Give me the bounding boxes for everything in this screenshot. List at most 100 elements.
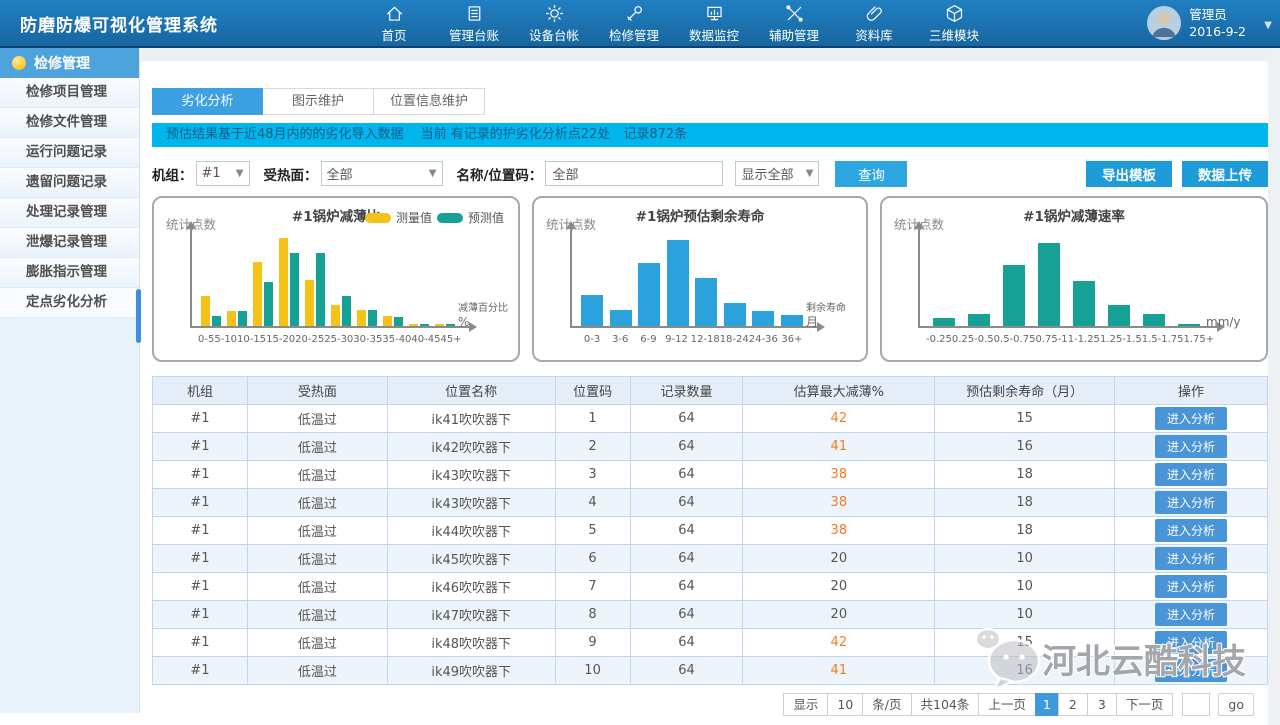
cell: 低温过	[247, 433, 387, 461]
y-axis	[570, 224, 572, 328]
nav-items: 首页 管理台账设备台帐检修管理数据监控辅助管理资料库三维模块	[354, 3, 994, 44]
sidebar-item-4[interactable]: 遗留问题记录	[0, 168, 139, 198]
name-code-input[interactable]	[545, 161, 723, 186]
enter-analysis-button[interactable]: 进入分析	[1155, 659, 1227, 682]
tab-1[interactable]: 劣化分析	[152, 88, 263, 115]
goto-page-input[interactable]	[1182, 693, 1210, 716]
enter-analysis-button[interactable]: 进入分析	[1155, 519, 1227, 542]
cell: ik43吹吹器下	[387, 461, 555, 489]
enter-analysis-button[interactable]: 进入分析	[1155, 407, 1227, 430]
nav-item-label: 首页	[381, 25, 406, 44]
app-title: 防磨防爆可视化管理系统	[0, 11, 238, 36]
cell-life: 16	[935, 657, 1115, 685]
cell: 低温过	[247, 545, 387, 573]
cell-life: 18	[935, 517, 1115, 545]
surface-label: 受热面：	[264, 164, 318, 184]
cell: 2	[555, 433, 630, 461]
tab-3[interactable]: 位置信息维护	[374, 88, 485, 115]
page-button-2[interactable]: 2	[1058, 693, 1088, 716]
bar	[1178, 324, 1200, 326]
nav-item-ledger[interactable]: 管理台账	[434, 3, 514, 44]
page-button-3[interactable]: 3	[1087, 693, 1117, 716]
enter-analysis-button[interactable]: 进入分析	[1155, 491, 1227, 514]
cell: 6	[555, 545, 630, 573]
tab-2[interactable]: 图示维护	[263, 88, 374, 115]
surface-select[interactable]: 全部 ▼	[321, 161, 443, 186]
bar	[368, 310, 377, 326]
nav-item-assist[interactable]: 辅助管理	[754, 3, 834, 44]
unit-select[interactable]: #1 ▼	[196, 161, 250, 186]
col-header-5: 记录数量	[630, 377, 743, 405]
enter-analysis-button[interactable]: 进入分析	[1155, 435, 1227, 458]
nav-item-library[interactable]: 资料库	[834, 3, 914, 44]
table-row: #1低温过ik49吹吹器下10644116进入分析	[153, 657, 1268, 685]
equipment-icon	[544, 3, 565, 24]
enter-analysis-button[interactable]: 进入分析	[1155, 463, 1227, 486]
sidebar-item-8[interactable]: 定点劣化分析	[0, 288, 139, 318]
x-tick-label: 0-5	[198, 334, 214, 345]
cell: ik46吹吹器下	[387, 573, 555, 601]
nav-item-overhaul[interactable]: 检修管理	[594, 3, 674, 44]
go-button[interactable]: go	[1218, 693, 1254, 716]
enter-analysis-button[interactable]: 进入分析	[1155, 603, 1227, 626]
cell: 低温过	[247, 517, 387, 545]
data-upload-button[interactable]: 数据上传	[1182, 161, 1268, 187]
cell: 8	[555, 601, 630, 629]
cell-action: 进入分析	[1115, 461, 1268, 489]
cell: ik43吹吹器下	[387, 489, 555, 517]
enter-analysis-button[interactable]: 进入分析	[1155, 547, 1227, 570]
user-meta: 管理员 2016-9-2	[1189, 6, 1246, 41]
export-template-button[interactable]: 导出模板	[1086, 161, 1172, 187]
unit-select-value: #1	[202, 166, 221, 181]
bar	[305, 280, 314, 326]
bar	[227, 311, 236, 326]
cell-max-thin: 41	[743, 657, 935, 685]
nav-item-cube3d[interactable]: 三维模块	[914, 3, 994, 44]
nav-item-equipment[interactable]: 设备台帐	[514, 3, 594, 44]
cell: 低温过	[247, 601, 387, 629]
x-tick-label: 0-3	[578, 334, 606, 345]
table-row: #1低温过ik43吹吹器下3643818进入分析	[153, 461, 1268, 489]
sidebar-menu: 检修项目管理检修文件管理运行问题记录遗留问题记录处理记录管理泄爆记录管理膨胀指示…	[0, 78, 139, 318]
table-body: #1低温过ik41吹吹器下1644215进入分析#1低温过ik42吹吹器下264…	[153, 405, 1268, 685]
x-tick-label: 35-40	[382, 334, 411, 345]
query-button[interactable]: 查询	[835, 161, 907, 187]
bar	[409, 324, 418, 326]
next-page-button[interactable]: 下一页	[1116, 693, 1174, 716]
chart-remaining-life: #1锅炉预估剩余寿命统计点数0-33-66-99-1212-1818-2424-…	[532, 196, 868, 362]
sidebar-item-3[interactable]: 运行问题记录	[0, 138, 139, 168]
notice-bar: 预估结果基于近48月内的的劣化导入数据 当前 有记录的护劣化分析点22处 记录8…	[152, 123, 1268, 147]
table-row: #1低温过ik46吹吹器下7642010进入分析	[153, 573, 1268, 601]
sidebar-item-1[interactable]: 检修项目管理	[0, 78, 139, 108]
page-button-1[interactable]: 1	[1035, 693, 1059, 716]
x-axis	[570, 326, 822, 328]
enter-analysis-button[interactable]: 进入分析	[1155, 631, 1227, 654]
bar	[264, 282, 273, 326]
display-select-value: 显示全部	[741, 164, 793, 183]
bar	[279, 238, 288, 326]
display-select[interactable]: 显示全部 ▼	[735, 161, 819, 186]
sidebar-item-5[interactable]: 处理记录管理	[0, 198, 139, 228]
menu-ball-icon	[12, 56, 26, 70]
prev-page-button[interactable]: 上一页	[978, 693, 1036, 716]
sidebar-item-7[interactable]: 膨胀指示管理	[0, 258, 139, 288]
sidebar-item-6[interactable]: 泄爆记录管理	[0, 228, 139, 258]
top-nav: 防磨防爆可视化管理系统 首页 管理台账设备台帐检修管理数据监控辅助管理资料库三维模…	[0, 0, 1280, 48]
sidebar-item-2[interactable]: 检修文件管理	[0, 108, 139, 138]
enter-analysis-button[interactable]: 进入分析	[1155, 575, 1227, 598]
nav-item-monitor[interactable]: 数据监控	[674, 3, 754, 44]
x-tick-label: 5-10	[214, 334, 237, 345]
page-size-label: 显示	[783, 693, 828, 716]
chevron-down-icon: ▼	[236, 168, 244, 179]
chevron-down-icon[interactable]: ▼	[1264, 20, 1272, 31]
pagination: 显示10条/页共104条上一页123下一页go	[152, 693, 1268, 716]
user-area[interactable]: 管理员 2016-9-2	[1147, 6, 1280, 41]
cell: 5	[555, 517, 630, 545]
table-row: #1低温过ik47吹吹器下8642010进入分析	[153, 601, 1268, 629]
table-row: #1低温过ik41吹吹器下1644215进入分析	[153, 405, 1268, 433]
cell: 低温过	[247, 405, 387, 433]
col-header-3: 位置名称	[387, 377, 555, 405]
page-size-value[interactable]: 10	[827, 693, 863, 716]
nav-item-home[interactable]: 首页	[354, 3, 434, 44]
bar	[357, 310, 366, 326]
